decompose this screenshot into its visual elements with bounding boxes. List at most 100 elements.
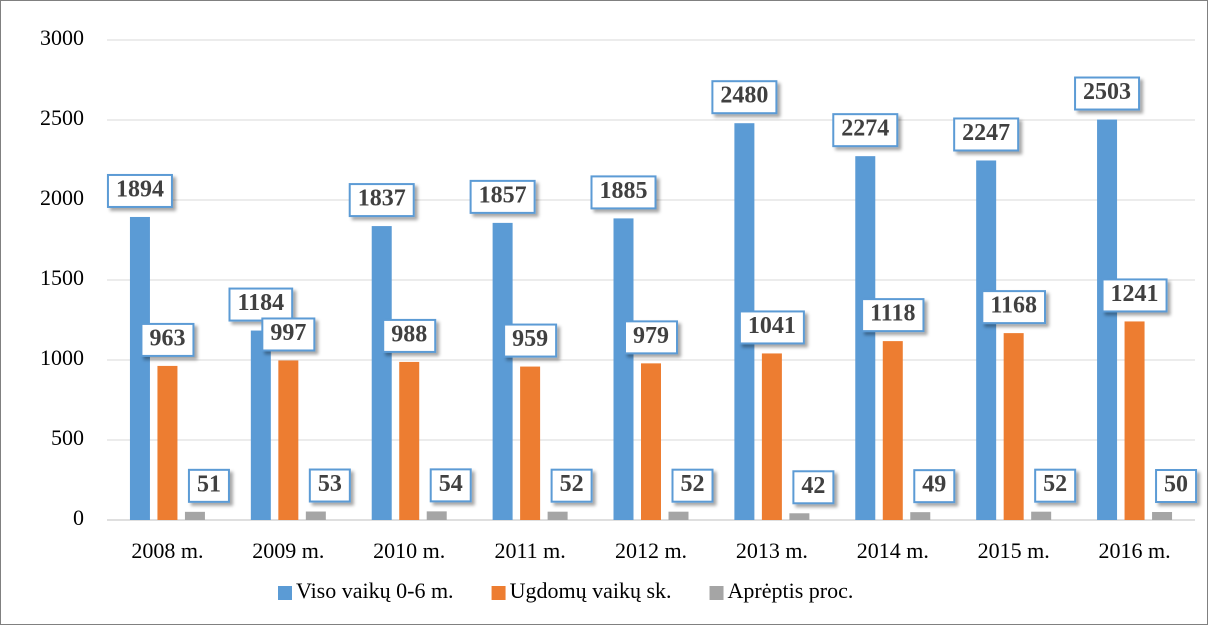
bar	[910, 512, 931, 520]
legend-swatch	[491, 586, 506, 600]
bar	[855, 156, 876, 520]
data-label-box	[348, 183, 415, 218]
x-tick-label: 2009 m.	[252, 538, 324, 563]
data-label-box	[590, 175, 657, 210]
bar	[882, 341, 903, 520]
x-tick-label: 2010 m.	[373, 538, 445, 563]
bar	[668, 511, 689, 520]
data-label: 1837	[358, 186, 406, 212]
bar	[547, 511, 568, 520]
bar	[492, 222, 513, 520]
data-label: 997	[270, 320, 306, 346]
data-label-box	[1034, 468, 1077, 503]
data-label-box	[792, 470, 835, 505]
data-label: 979	[633, 323, 669, 349]
data-label-box	[671, 468, 714, 503]
bar	[1031, 511, 1052, 520]
bar	[129, 216, 150, 520]
data-label: 1885	[600, 178, 648, 204]
bar	[157, 365, 178, 520]
x-tick-label: 2011 m.	[494, 538, 565, 563]
data-label: 52	[560, 471, 584, 497]
x-tick-label: 2012 m.	[615, 538, 687, 563]
data-label-box	[106, 173, 173, 208]
data-label: 53	[318, 471, 342, 497]
bar	[399, 361, 420, 520]
bar	[371, 226, 392, 520]
y-tick-label: 1500	[40, 265, 84, 290]
x-tick-label: 2015 m.	[978, 538, 1050, 563]
legend-label: Viso vaikų 0-6 m.	[296, 578, 454, 603]
x-tick-label: 2016 m.	[1098, 538, 1170, 563]
data-label-box	[261, 317, 316, 352]
x-tick-label: 2008 m.	[131, 538, 203, 563]
data-label: 1857	[479, 182, 527, 208]
data-label-box	[429, 468, 472, 503]
bar	[789, 513, 810, 520]
data-label: 1118	[870, 301, 915, 327]
data-label: 54	[439, 471, 463, 497]
y-tick-label: 3000	[40, 25, 84, 50]
data-label-box	[953, 117, 1020, 152]
bar	[1003, 333, 1024, 520]
data-label-box	[1074, 76, 1141, 111]
data-label-box	[1155, 469, 1198, 503]
data-label-box	[228, 287, 294, 322]
marks	[129, 119, 1173, 521]
data-label: 51	[197, 471, 221, 497]
data-label: 1168	[990, 293, 1037, 319]
bar	[613, 218, 634, 520]
data-label-box	[861, 298, 925, 333]
bar	[305, 511, 326, 520]
legend-label: Ugdomų vaikų sk.	[510, 578, 672, 603]
data-label: 1184	[237, 290, 284, 316]
data-label-box	[140, 322, 195, 357]
bar	[250, 330, 271, 520]
bar	[184, 511, 205, 520]
data-label-box	[711, 80, 778, 115]
y-tick-label: 2000	[40, 185, 84, 210]
data-label: 2274	[841, 116, 889, 142]
y-tick-label: 500	[51, 425, 84, 450]
data-label-box	[503, 323, 558, 358]
data-label-box	[308, 468, 351, 503]
data-label: 1241	[1111, 281, 1159, 307]
bar	[976, 160, 997, 521]
data-label: 988	[391, 321, 427, 347]
bar	[426, 511, 447, 520]
x-tick-label: 2014 m.	[857, 538, 929, 563]
x-tick-label: 2013 m.	[736, 538, 808, 563]
data-label: 2247	[962, 120, 1010, 146]
data-label: 1041	[748, 313, 796, 339]
data-label-box	[1101, 278, 1168, 313]
bar	[641, 363, 661, 520]
bar	[278, 360, 299, 520]
data-label-box	[981, 290, 1047, 325]
data-label-box	[738, 310, 805, 345]
data-label: 959	[512, 326, 548, 352]
data-label: 2503	[1083, 79, 1131, 105]
legend-label: Aprėptis proc.	[728, 578, 854, 603]
y-tick-label: 1000	[40, 345, 84, 370]
data-label-box	[382, 318, 437, 353]
data-label-box	[550, 468, 593, 503]
data-label: 1894	[116, 176, 164, 202]
data-label-box	[624, 320, 678, 355]
labels: 1894 963 51 1184 997 53 1837 988 54 1857 959 52 1885…	[106, 76, 1198, 505]
data-label: 2480	[720, 83, 768, 109]
bar	[520, 366, 541, 520]
data-label-box	[469, 179, 536, 214]
y-tick-label: 0	[73, 505, 84, 530]
data-label: 52	[681, 471, 705, 497]
y-tick-label: 2500	[40, 105, 84, 130]
bar	[1152, 512, 1173, 520]
data-label: 42	[801, 473, 825, 499]
bar	[1124, 321, 1145, 520]
data-label-box	[913, 469, 956, 504]
data-label: 52	[1043, 471, 1067, 497]
bar	[1097, 119, 1118, 521]
data-label-box	[832, 113, 899, 148]
legend-swatch	[709, 586, 724, 600]
bar	[761, 353, 782, 520]
